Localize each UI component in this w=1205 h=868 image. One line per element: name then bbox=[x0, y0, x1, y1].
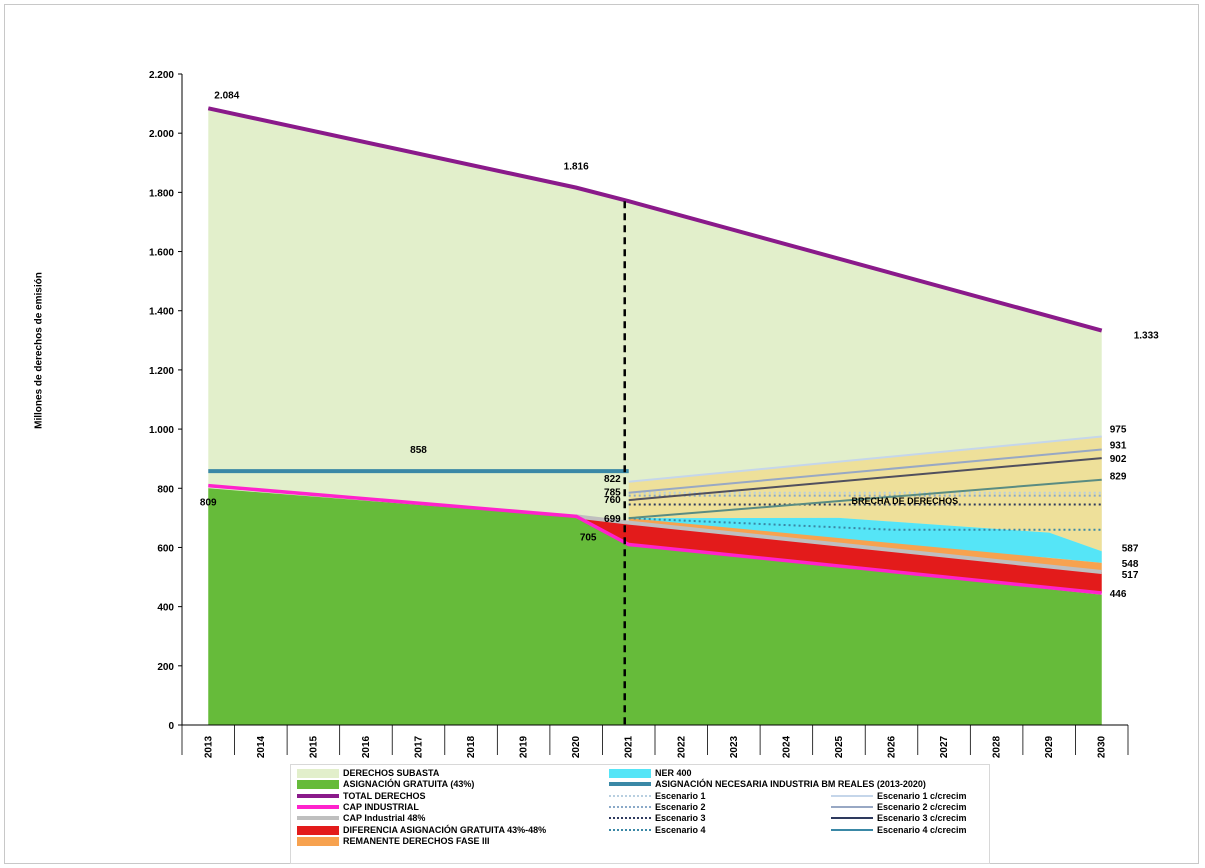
x-tick-label: 2027 bbox=[939, 735, 950, 758]
legend-label: DIFERENCIA ASIGNACIÓN GRATUITA 43%-48% bbox=[343, 824, 547, 835]
y-tick-label: 400 bbox=[157, 603, 174, 614]
legend-label: CAP INDUSTRIAL bbox=[343, 801, 419, 812]
data-label: 1.816 bbox=[564, 162, 589, 173]
legend-swatch bbox=[609, 828, 651, 831]
x-tick-label: 2030 bbox=[1097, 735, 1108, 758]
legend-label: DERECHOS SUBASTA bbox=[343, 768, 440, 778]
legend-swatch bbox=[297, 769, 339, 778]
x-tick-label: 2019 bbox=[519, 735, 530, 758]
legend-swatch bbox=[297, 780, 339, 790]
legend-label: NER 400 bbox=[655, 768, 692, 778]
y-tick-label: 1.800 bbox=[149, 188, 174, 199]
series-escenario-2-crecim bbox=[628, 448, 1102, 494]
legend-swatch bbox=[831, 805, 873, 808]
data-label: 1.333 bbox=[1134, 331, 1159, 342]
y-tick-label: 1.400 bbox=[149, 307, 174, 318]
data-label: 705 bbox=[580, 532, 597, 543]
x-tick-label: 2025 bbox=[834, 735, 845, 758]
data-label: 548 bbox=[1122, 559, 1139, 570]
legend-swatch bbox=[297, 816, 339, 821]
x-tick-label: 2028 bbox=[992, 735, 1003, 758]
series-cap-industrial bbox=[208, 483, 1102, 595]
legend-label: ASIGNACIÓN NECESARIA INDUSTRIA BM REALES… bbox=[655, 779, 926, 790]
data-label: 760 bbox=[604, 495, 621, 506]
data-label: 785 bbox=[604, 488, 621, 499]
series-cap-industrial-48 bbox=[575, 514, 1102, 575]
area-brecha-de-derechos bbox=[628, 436, 1102, 552]
x-tick-label: 2023 bbox=[729, 735, 740, 758]
legend-swatch bbox=[831, 794, 873, 797]
data-label: 517 bbox=[1122, 570, 1139, 581]
y-tick-label: 1.000 bbox=[149, 425, 174, 436]
legend-label: Escenario 1 c/crecim bbox=[877, 790, 967, 801]
area-asignacion-gratuita bbox=[208, 488, 1102, 725]
x-tick-label: 2013 bbox=[203, 735, 214, 758]
series-total-derechos bbox=[207, 106, 1103, 333]
x-tick-label: 2024 bbox=[781, 735, 792, 758]
legend-swatch bbox=[831, 817, 873, 820]
y-tick-label: 2.200 bbox=[149, 70, 174, 81]
legend-swatch bbox=[297, 804, 339, 809]
data-label: 822 bbox=[604, 474, 621, 485]
data-label: 699 bbox=[604, 514, 621, 525]
legend-label: CAP Industrial 48% bbox=[343, 813, 426, 824]
x-tick-label: 2017 bbox=[414, 735, 425, 758]
x-tick-label: 2022 bbox=[676, 735, 687, 758]
data-label: 446 bbox=[1110, 589, 1127, 600]
x-tick-label: 2014 bbox=[256, 735, 267, 758]
x-tick-label: 2020 bbox=[571, 735, 582, 758]
legend-swatch bbox=[297, 836, 339, 846]
y-tick-label: 600 bbox=[157, 543, 174, 554]
legend-label: Escenario 2 c/crecim bbox=[877, 801, 967, 812]
legend-label: ASIGNACIÓN GRATUITA (43%) bbox=[343, 779, 475, 790]
data-label: 975 bbox=[1110, 424, 1127, 435]
y-tick-label: 1.200 bbox=[149, 366, 174, 377]
legend-swatch bbox=[609, 769, 651, 778]
data-label: 902 bbox=[1110, 454, 1127, 465]
series-escenario-1-crecim bbox=[628, 435, 1102, 483]
legend-label: REMANENTE DERECHOS FASE III bbox=[343, 835, 490, 846]
y-tick-label: 2.000 bbox=[149, 129, 174, 140]
area-diferencia-asignacion bbox=[576, 516, 1102, 594]
data-label: 809 bbox=[200, 498, 217, 509]
data-label: BRECHA DE DERECHOS bbox=[852, 496, 959, 506]
legend-swatch bbox=[297, 793, 339, 798]
legend-swatch bbox=[831, 828, 873, 831]
x-tick-label: 2015 bbox=[308, 735, 319, 758]
legend-label: Escenario 3 c/crecim bbox=[877, 813, 967, 824]
data-label: 931 bbox=[1110, 441, 1127, 452]
legend-swatch bbox=[297, 825, 339, 835]
legend-label: Escenario 4 bbox=[655, 824, 706, 835]
legend-label: Escenario 1 bbox=[655, 790, 706, 801]
y-tick-label: 1.600 bbox=[149, 248, 174, 259]
data-label: 2.084 bbox=[214, 90, 239, 101]
data-label: 858 bbox=[410, 445, 427, 456]
x-tick-label: 2029 bbox=[1044, 735, 1055, 758]
chart-legend: DERECHOS SUBASTA NER 400 ASIGNACIÓN GRATUI… bbox=[290, 764, 990, 864]
x-tick-label: 2021 bbox=[624, 735, 635, 758]
data-label: 587 bbox=[1122, 543, 1139, 554]
y-tick-label: 0 bbox=[168, 721, 174, 732]
x-tick-label: 2018 bbox=[466, 735, 477, 758]
legend-label: Escenario 4 c/crecim bbox=[877, 824, 967, 835]
x-tick-label: 2016 bbox=[361, 735, 372, 758]
y-tick-label: 200 bbox=[157, 662, 174, 673]
x-tick-label: 2026 bbox=[887, 735, 898, 758]
legend-label: Escenario 3 bbox=[655, 813, 706, 824]
series-escenario-4-crecim bbox=[628, 478, 1102, 520]
legend-label: Escenario 2 bbox=[655, 801, 706, 812]
legend-label: TOTAL DERECHOS bbox=[343, 790, 426, 801]
legend-swatch bbox=[609, 782, 651, 787]
data-label: 829 bbox=[1110, 472, 1127, 483]
series-escenario-3-crecim bbox=[628, 457, 1102, 502]
y-tick-label: 800 bbox=[157, 484, 174, 495]
legend-swatch bbox=[609, 805, 651, 808]
legend-swatch bbox=[609, 794, 651, 797]
legend-swatch bbox=[609, 817, 651, 820]
